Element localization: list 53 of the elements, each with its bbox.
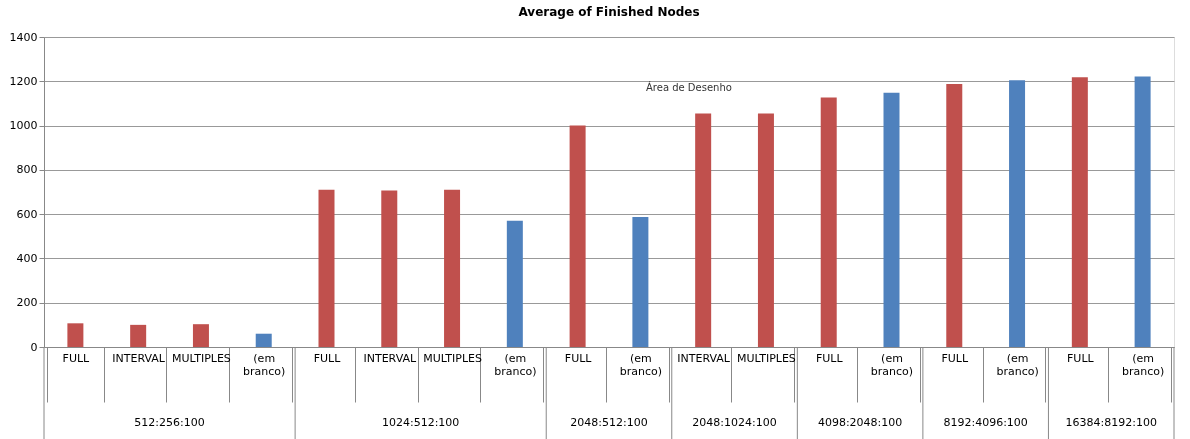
x-tick-label: (em branco) [494,351,537,378]
x-tick-label: INTERVAL [363,351,417,365]
y-tick-label: 800 [16,163,38,177]
y-tick-label: 200 [16,296,38,310]
bar [820,97,837,347]
bar [444,189,461,347]
text: 1024:512:100 [381,416,460,429]
bar [883,92,900,347]
y-tick-label: 1400 [9,30,38,44]
bar [318,189,335,347]
bar [506,220,523,347]
x-tick-label: FULL [564,351,593,365]
text: 16384:8192:100 [1065,416,1157,429]
x-tick-label: (em branco) [1121,351,1165,378]
y-tick-label: 1200 [9,74,38,88]
x-tick-label: INTERVAL [677,351,731,365]
x-tick-label: MULTIPLES [737,351,796,365]
bar [569,125,586,347]
bar [192,324,209,347]
text: 512:256:100 [134,416,205,429]
bar [381,190,398,347]
chart-title: Average of Finished Nodes [518,5,700,19]
bar [1009,80,1026,347]
bar [130,324,147,347]
bar [255,333,272,347]
y-tick-label: 600 [16,207,38,221]
x-tick-label: FULL [815,351,844,365]
annotation: Área de Desenho [646,81,732,93]
text: 8192:4096:100 [943,416,1028,429]
x-tick-label: (em branco) [870,351,914,378]
y-tick-label: 0 [30,340,38,354]
x-tick-label: FULL [313,351,342,365]
bar [632,217,649,347]
bar [757,113,774,347]
x-tick-label: INTERVAL [112,351,166,365]
text: 2048:512:100 [570,416,648,429]
x-tick-label: (em branco) [243,351,286,378]
bar [1134,76,1151,347]
x-tick-label: (em branco) [619,351,663,378]
x-tick-label: FULL [62,351,91,365]
bar [946,83,963,347]
text: 4098:2048:100 [817,416,903,429]
x-tick-label: FULL [1067,351,1095,365]
x-tick-label: MULTIPLES [423,351,482,365]
text: 2048:1024:100 [692,416,777,429]
x-tick-label: MULTIPLES [172,351,231,365]
bar [1071,77,1088,347]
x-tick-label: (em branco) [996,351,1039,378]
y-tick-label: 1000 [9,119,38,133]
x-tick-label: FULL [941,351,969,365]
y-tick-label: 400 [16,251,38,265]
bar [67,323,84,347]
bar [695,113,712,347]
